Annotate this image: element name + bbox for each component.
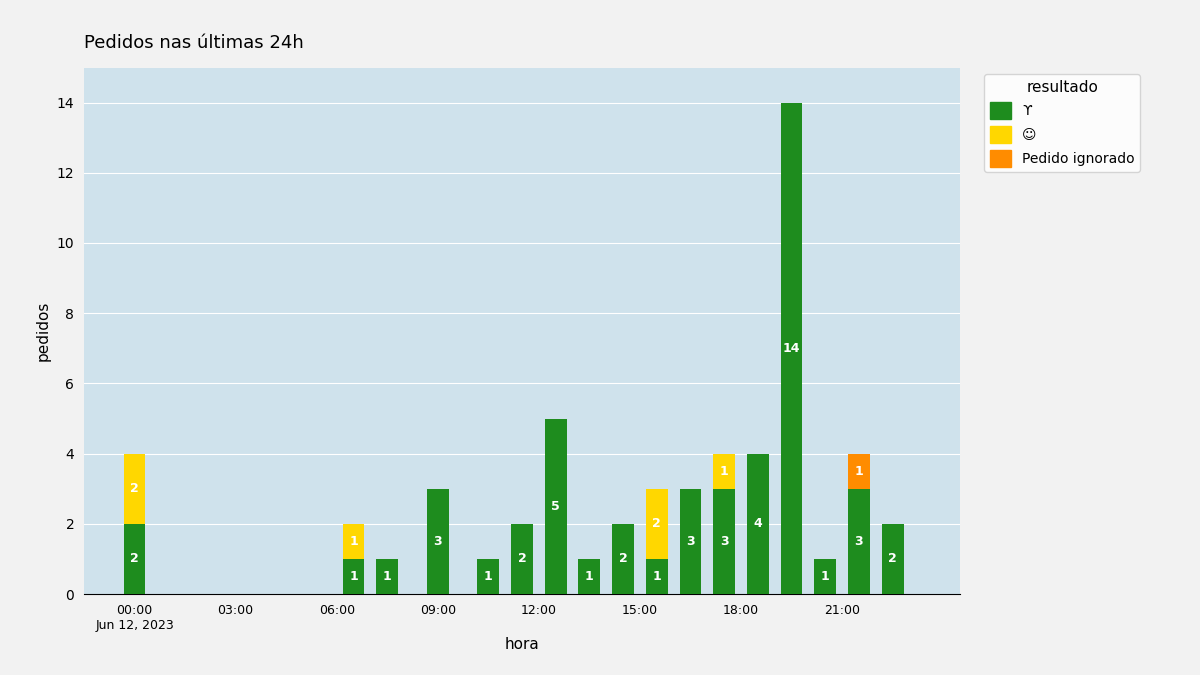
Text: 3: 3 <box>720 535 728 548</box>
X-axis label: hora: hora <box>505 637 539 652</box>
Bar <box>124 454 145 524</box>
Bar <box>746 454 769 594</box>
Text: 1: 1 <box>349 570 358 583</box>
Text: 1: 1 <box>383 570 391 583</box>
Bar <box>427 489 449 594</box>
Bar <box>578 559 600 594</box>
Text: 4: 4 <box>754 517 762 531</box>
Text: 3: 3 <box>433 535 442 548</box>
Bar <box>377 559 398 594</box>
Bar <box>342 559 365 594</box>
Bar <box>815 559 836 594</box>
Bar <box>612 524 634 594</box>
Bar <box>882 524 904 594</box>
Bar <box>713 454 736 489</box>
Bar <box>780 103 803 594</box>
Text: 1: 1 <box>821 570 829 583</box>
Text: 1: 1 <box>586 570 594 583</box>
Text: 5: 5 <box>551 500 560 513</box>
Text: 2: 2 <box>130 482 139 495</box>
Text: 2: 2 <box>619 552 628 566</box>
Bar <box>679 489 702 594</box>
Text: 2: 2 <box>517 552 527 566</box>
Text: 3: 3 <box>686 535 695 548</box>
Text: 1: 1 <box>653 570 661 583</box>
Bar <box>848 489 870 594</box>
Y-axis label: pedidos: pedidos <box>36 300 52 361</box>
Bar <box>646 559 667 594</box>
Bar <box>848 454 870 489</box>
Text: 1: 1 <box>720 464 728 478</box>
Bar <box>342 524 365 559</box>
Text: 2: 2 <box>888 552 896 566</box>
Bar <box>545 418 566 594</box>
Text: 2: 2 <box>653 517 661 531</box>
Text: Pedidos nas últimas 24h: Pedidos nas últimas 24h <box>84 34 304 52</box>
Legend: ϒ, ☺, Pedido ignorado: ϒ, ☺, Pedido ignorado <box>984 74 1140 172</box>
Text: 14: 14 <box>782 342 800 355</box>
Bar <box>478 559 499 594</box>
Text: 3: 3 <box>854 535 863 548</box>
Text: 1: 1 <box>854 464 863 478</box>
Text: 1: 1 <box>349 535 358 548</box>
Bar <box>124 524 145 594</box>
Bar <box>713 489 736 594</box>
Bar <box>511 524 533 594</box>
Text: 2: 2 <box>130 552 139 566</box>
Text: 1: 1 <box>484 570 493 583</box>
Bar <box>646 489 667 559</box>
